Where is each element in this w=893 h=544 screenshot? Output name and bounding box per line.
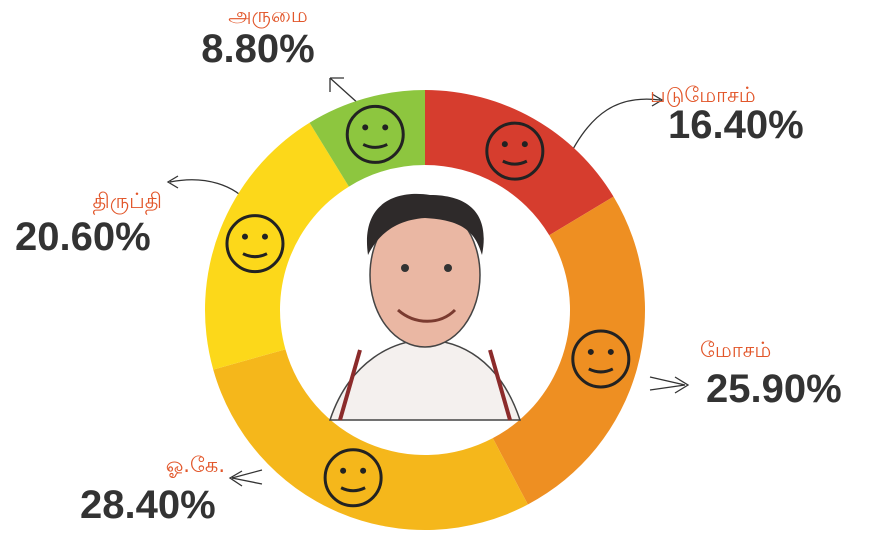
emoji-mouth xyxy=(502,159,528,166)
emoji-eye xyxy=(362,124,369,131)
donut xyxy=(204,90,645,530)
emoji-eye xyxy=(587,348,594,355)
labels: படுமோசம்16.40% மோசம் 25.90% ஓ.கே. 28.40% திரு… xyxy=(15,3,842,527)
emoji-face xyxy=(345,104,405,164)
emoji-mouth xyxy=(362,143,388,149)
hair xyxy=(366,193,484,255)
smile xyxy=(397,308,457,323)
emoji-face xyxy=(485,121,545,181)
arrow xyxy=(329,77,361,106)
eye xyxy=(444,264,452,272)
emoji-mouth xyxy=(588,367,614,374)
emoji-face xyxy=(225,214,285,274)
value-label: 25.90% xyxy=(706,367,842,411)
value-label: 16.40% xyxy=(668,103,804,147)
arrow xyxy=(228,469,263,487)
emoji-eye xyxy=(360,467,367,474)
category-label: மோசம் xyxy=(700,338,771,362)
emoji-eye xyxy=(501,141,508,148)
border xyxy=(338,349,512,421)
category-label: திருப்தி xyxy=(92,189,162,215)
eye xyxy=(401,264,409,272)
emoji-mouth xyxy=(340,486,366,493)
value-label: 28.40% xyxy=(80,483,216,527)
emoji-eye xyxy=(607,348,614,355)
callout-arrows xyxy=(166,77,690,487)
value-label: 8.80% xyxy=(201,27,314,71)
donut-segment xyxy=(204,122,349,370)
emoji-eye xyxy=(382,124,389,131)
emoji-eye xyxy=(241,233,248,240)
emoji-eye xyxy=(340,467,347,474)
emoji-mouth xyxy=(242,252,268,259)
donut-segment xyxy=(492,196,645,505)
value-label: 20.60% xyxy=(15,215,151,259)
emoji-eye xyxy=(261,233,268,240)
emoji-face xyxy=(571,329,631,389)
portrait xyxy=(287,172,563,448)
category-label: ஓ.கே. xyxy=(166,453,225,478)
arrow xyxy=(649,376,690,394)
category-label: அருமை xyxy=(228,3,308,28)
emoji-face xyxy=(323,448,383,508)
donut-segment xyxy=(213,349,528,530)
category-label: படுமோசம் xyxy=(650,83,756,107)
emoji-eye xyxy=(521,141,528,148)
